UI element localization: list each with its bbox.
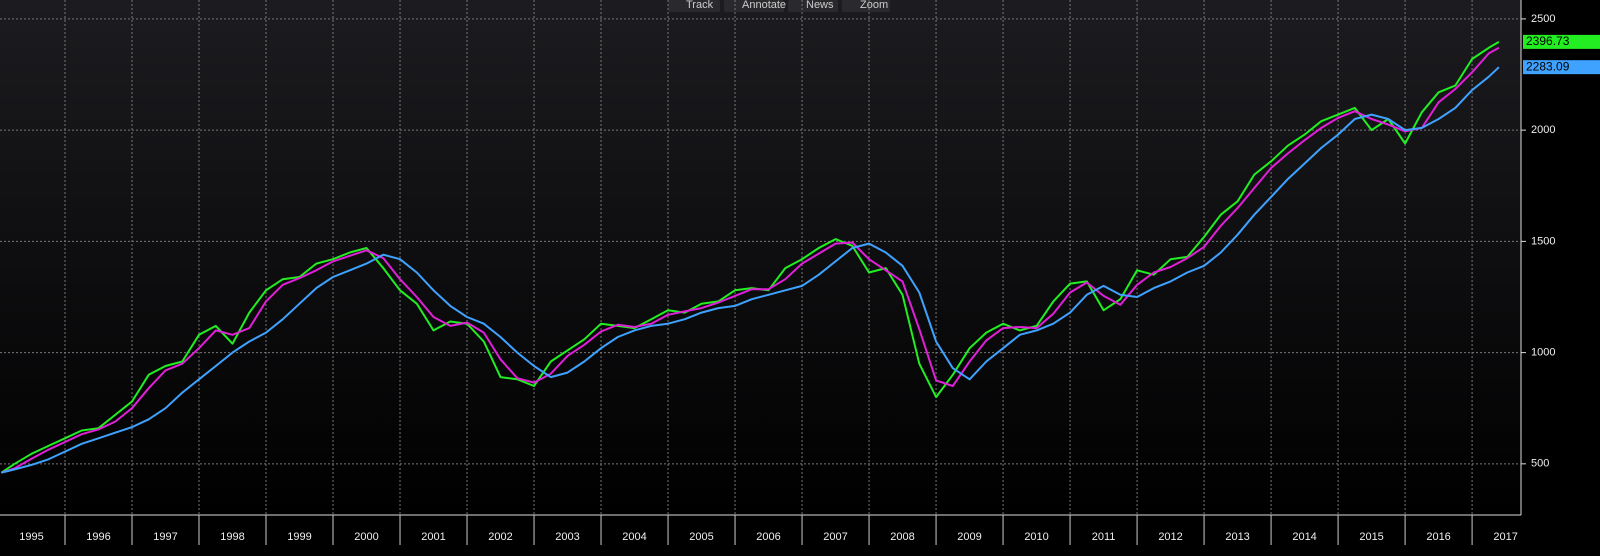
y-tick-label: 2000	[1531, 124, 1555, 136]
toolbar-button[interactable]	[788, 0, 838, 12]
series-line	[1, 66, 1500, 474]
x-tick-label: 1997	[153, 531, 177, 543]
x-tick-label: 2002	[488, 531, 512, 543]
x-tick-label: 2005	[689, 531, 713, 543]
x-tick-label: 2015	[1359, 531, 1383, 543]
toolbar-button[interactable]	[668, 0, 720, 12]
toolbar-label[interactable]: Zoom	[860, 0, 888, 11]
series-line	[0, 46, 1500, 474]
series-line	[0, 41, 1500, 474]
last-value-box	[1523, 34, 1600, 49]
x-tick-label: 2008	[890, 531, 914, 543]
x-tick-label: 2006	[756, 531, 780, 543]
toolbar: Track Annotate News Zoom	[668, 0, 890, 12]
x-tick-label: 2013	[1225, 531, 1249, 543]
toolbar-label[interactable]: Annotate	[742, 0, 786, 11]
x-tick-label: 1996	[86, 531, 110, 543]
x-tick-label: 2011	[1092, 531, 1116, 543]
plot-area	[0, 0, 1521, 515]
last-value-label: 2396.73	[1526, 34, 1570, 48]
x-tick-label: 1998	[220, 531, 244, 543]
last-value-box	[1523, 60, 1600, 75]
x-tick-label: 2001	[421, 531, 445, 543]
x-tick-label: 2007	[823, 531, 847, 543]
x-tick-label: 2014	[1292, 531, 1316, 543]
x-tick-label: 1995	[19, 531, 43, 543]
toolbar-button[interactable]	[842, 0, 890, 12]
toolbar-label[interactable]: News	[806, 0, 834, 11]
x-tick-label: 2003	[555, 531, 579, 543]
toolbar-label[interactable]: Track	[686, 0, 714, 11]
y-tick-label: 1000	[1531, 347, 1555, 359]
x-tick-label: 2017	[1493, 531, 1517, 543]
x-tick-label: 2016	[1426, 531, 1450, 543]
toolbar-button[interactable]	[724, 0, 784, 12]
x-tick-label: 2009	[957, 531, 981, 543]
x-tick-label: 1999	[287, 531, 311, 543]
x-tick-label: 2000	[354, 531, 378, 543]
y-tick-label: 2500	[1531, 13, 1555, 25]
x-axis-band	[0, 515, 1600, 556]
last-value-label: 2283.09	[1526, 59, 1570, 73]
y-tick-label: 1500	[1531, 235, 1555, 247]
x-tick-label: 2004	[622, 531, 646, 543]
x-tick-label: 2010	[1024, 531, 1048, 543]
y-tick-label: 500	[1531, 458, 1549, 470]
x-tick-label: 2012	[1158, 531, 1182, 543]
